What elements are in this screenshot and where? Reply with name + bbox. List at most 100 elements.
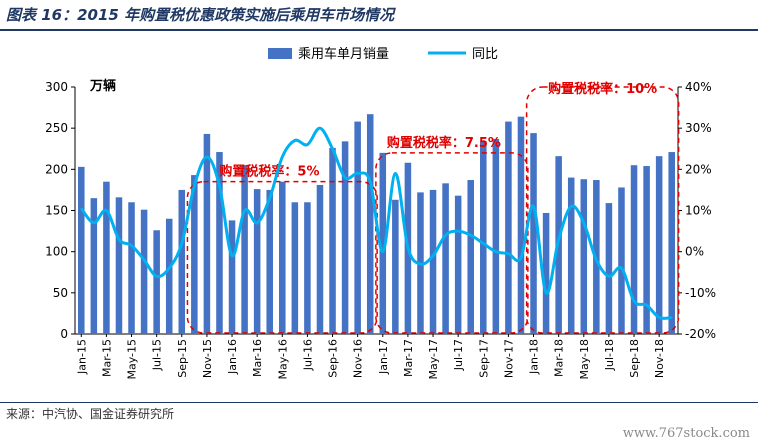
- bar-May-18: [580, 179, 588, 334]
- x-tick-label: Jul-17: [452, 339, 465, 371]
- annotation-label: 购置税税率：10%: [548, 81, 657, 97]
- bar-May-15: [128, 202, 135, 334]
- yoy-point-Feb-16: [243, 209, 246, 212]
- yoy-point-Jun-16: [294, 139, 296, 142]
- yoy-point-Jun-18: [595, 259, 598, 261]
- bar-Aug-18: [618, 187, 625, 334]
- right-tick-label: 20%: [685, 162, 712, 176]
- bar-Dec-18: [668, 152, 675, 334]
- x-tick-label: Mar-16: [251, 339, 264, 377]
- annotation-label: 购置税税率：7.5%: [387, 135, 501, 151]
- chart-area: 乘用车单月销量 同比 万辆 0 50 100 150 200 250 300 -20% -10%…: [45, 46, 716, 380]
- bar-Feb-16: [241, 165, 248, 334]
- x-tick-label: Mar-15: [100, 339, 113, 377]
- yoy-point-Sep-16: [331, 147, 334, 150]
- yoy-point-Oct-17: [495, 250, 497, 253]
- bar-Jun-16: [291, 202, 299, 334]
- bar-series: [78, 114, 675, 334]
- legend-line-label: 同比: [472, 47, 498, 62]
- bar-Oct-16: [341, 141, 349, 334]
- bar-Jan-16: [228, 220, 236, 334]
- bar-Jul-15: [153, 230, 160, 334]
- bar-Oct-18: [643, 166, 650, 334]
- bar-Mar-16: [253, 189, 261, 334]
- yoy-point-Dec-16: [369, 180, 372, 183]
- yoy-point-Oct-18: [645, 304, 648, 306]
- x-tick-label: Sep-17: [477, 339, 490, 378]
- bar-Feb-18: [542, 212, 550, 334]
- x-tick-label: Jan-16: [226, 339, 239, 375]
- annotations: 购置税税率：5% 购置税税率：7.5% 购置税税率：10%: [186, 81, 680, 334]
- annotation-box: [375, 152, 529, 334]
- bar-Sep-18: [630, 165, 638, 334]
- bar-Sep-15: [178, 189, 186, 334]
- bar-Feb-17: [392, 199, 399, 334]
- yoy-point-May-16: [281, 156, 284, 158]
- bar-Jan-17: [379, 152, 387, 334]
- bar-Apr-18: [567, 177, 575, 334]
- bar-Jan-15: [78, 166, 85, 334]
- bar-Aug-17: [467, 180, 474, 334]
- bar-Jan-18: [530, 133, 537, 334]
- left-tick-label: 100: [45, 245, 68, 259]
- x-tick-label: Mar-18: [553, 339, 566, 377]
- x-tick-label: Sep-16: [327, 339, 340, 378]
- yoy-point-Jun-15: [143, 259, 145, 261]
- bar-Dec-15: [216, 152, 223, 334]
- yoy-point-Jul-15: [155, 275, 158, 278]
- bar-Oct-17: [492, 138, 500, 334]
- x-tick-label: Nov-17: [502, 339, 515, 378]
- line-series: [80, 126, 673, 320]
- annotation-box: [186, 180, 378, 334]
- yoy-point-Jan-17: [381, 250, 384, 253]
- bar-Sep-16: [329, 147, 336, 334]
- source-note: 来源：中汽协、国金证券研究所: [6, 407, 175, 421]
- yoy-point-Apr-16: [268, 197, 271, 199]
- yoy-point-Apr-18: [570, 205, 573, 208]
- yoy-point-Jun-17: [444, 234, 447, 236]
- x-tick-label: May-17: [427, 339, 440, 380]
- x-tick-label: Jan-18: [528, 339, 541, 375]
- yoy-point-Feb-18: [545, 292, 547, 294]
- yoy-point-Nov-17: [507, 252, 510, 255]
- bar-Nov-16: [354, 121, 361, 334]
- legend-bar-swatch: [268, 48, 292, 59]
- yoy-point-Dec-17: [520, 257, 522, 259]
- yoy-point-Mar-15: [105, 209, 108, 212]
- yoy-point-Aug-17: [469, 234, 472, 236]
- chart-title: 图表 16：2015 年购置税优惠政策实施后乘用车市场情况: [6, 6, 395, 24]
- right-tick-label: 30%: [685, 121, 712, 135]
- annotation-box: [525, 86, 680, 334]
- x-tick-label: May-18: [578, 339, 591, 380]
- bar-Jun-17: [442, 183, 449, 334]
- yoy-point-Jan-18: [532, 205, 535, 208]
- bar-Dec-16: [366, 114, 374, 334]
- source-divider: [0, 402, 758, 403]
- yoy-point-Jan-16: [231, 254, 233, 257]
- yoy-point-Dec-18: [670, 316, 673, 319]
- legend-bar-label: 乘用车单月销量: [298, 46, 389, 62]
- yoy-point-Feb-17: [394, 172, 397, 175]
- yoy-point-Jul-17: [457, 230, 459, 232]
- bar-Sep-17: [480, 141, 487, 334]
- left-tick-label: 300: [45, 80, 68, 94]
- yoy-point-Mar-18: [557, 238, 560, 241]
- bar-Apr-16: [266, 189, 273, 334]
- yoy-point-Sep-17: [482, 242, 485, 245]
- yoy-point-Mar-17: [407, 246, 409, 249]
- yoy-point-Jul-18: [608, 275, 610, 278]
- bar-Dec-17: [517, 116, 525, 334]
- yoy-point-May-18: [582, 222, 585, 224]
- title-divider: [0, 29, 758, 31]
- left-tick-label: 150: [45, 204, 68, 218]
- yoy-point-Oct-16: [344, 176, 346, 179]
- yoy-point-Jan-15: [80, 207, 83, 210]
- left-tick-label: 250: [45, 121, 68, 135]
- x-tick-label: Jan-15: [75, 339, 88, 375]
- x-tick-label: Nov-18: [653, 339, 666, 378]
- yoy-point-May-15: [130, 244, 133, 247]
- yoy-point-Mar-16: [256, 222, 258, 224]
- bar-Aug-16: [316, 184, 324, 334]
- right-tick-label: -20%: [685, 327, 716, 341]
- bar-May-17: [429, 189, 437, 334]
